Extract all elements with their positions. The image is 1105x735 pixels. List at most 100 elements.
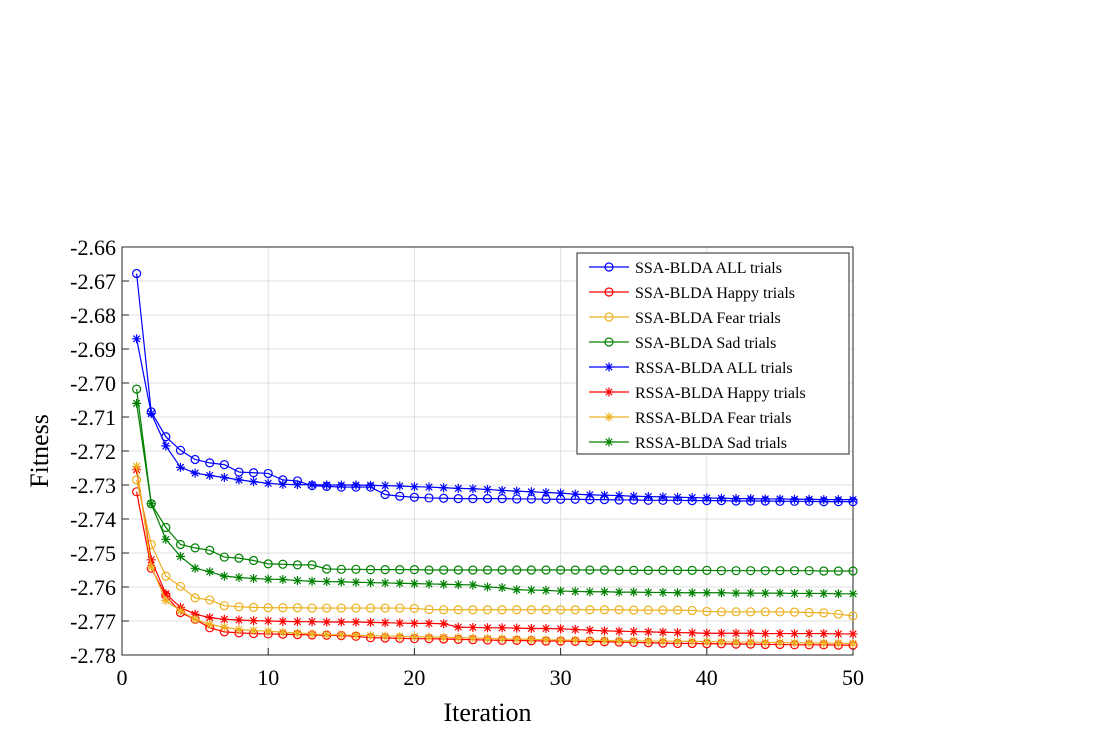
data-point	[468, 622, 478, 632]
data-point	[819, 495, 829, 505]
data-point	[746, 607, 756, 617]
data-point	[526, 605, 536, 615]
x-tick-label: 20	[403, 665, 425, 690]
data-point	[248, 468, 259, 478]
series-6	[132, 465, 858, 639]
data-point	[292, 480, 302, 490]
data-point	[351, 617, 361, 627]
data-point	[819, 566, 829, 576]
data-point	[453, 622, 463, 632]
data-point	[161, 589, 171, 599]
data-point	[307, 603, 317, 613]
data-point	[687, 605, 697, 616]
data-point	[395, 491, 405, 501]
data-point	[190, 593, 200, 603]
data-point	[643, 565, 653, 575]
data-point	[833, 589, 843, 599]
data-point	[278, 479, 288, 489]
data-point	[541, 635, 551, 645]
data-point	[702, 565, 712, 575]
data-point	[746, 588, 756, 598]
y-tick-label: -2.77	[70, 609, 116, 634]
y-tick-label: -2.74	[70, 507, 116, 532]
data-point	[789, 566, 800, 576]
data-point	[497, 565, 507, 575]
data-point	[205, 595, 215, 605]
data-point	[848, 495, 858, 505]
data-point	[599, 490, 609, 500]
y-tick-label: -2.73	[70, 473, 116, 498]
data-point	[205, 458, 215, 468]
x-tick-label: 50	[842, 665, 864, 690]
data-point	[278, 627, 288, 637]
data-point	[205, 619, 215, 629]
data-point	[804, 588, 814, 598]
data-point	[161, 534, 171, 544]
series-line	[136, 389, 853, 572]
data-point	[307, 629, 317, 639]
data-point	[673, 492, 683, 502]
data-point	[775, 588, 785, 598]
y-tick-label: -2.67	[70, 269, 116, 294]
data-point	[132, 475, 142, 485]
data-point	[219, 614, 229, 624]
data-point	[673, 636, 683, 646]
data-point	[687, 493, 697, 503]
data-point	[248, 602, 259, 613]
data-point	[483, 484, 492, 494]
x-tick-label: 30	[550, 665, 572, 690]
data-point	[570, 586, 580, 596]
data-point	[512, 605, 522, 615]
data-point	[424, 604, 434, 615]
data-point	[278, 616, 288, 626]
series-2	[132, 487, 858, 650]
data-point	[819, 638, 829, 648]
data-point	[585, 605, 595, 615]
legend-label: RSSA-BLDA ALL trials	[635, 360, 793, 377]
data-point	[819, 629, 829, 639]
data-point	[263, 603, 273, 613]
data-point	[599, 626, 609, 636]
y-tick-label: -2.72	[70, 439, 116, 464]
data-point	[731, 588, 741, 598]
data-point	[292, 603, 303, 613]
data-point	[819, 608, 829, 618]
data-point	[702, 493, 712, 503]
data-point	[132, 461, 142, 471]
y-tick-label: -2.68	[70, 303, 116, 328]
y-tick-label: -2.75	[70, 541, 116, 566]
legend-entry: RSSA-BLDA Fear trials	[589, 410, 791, 427]
data-point	[322, 603, 332, 613]
data-point	[292, 628, 302, 638]
data-point	[497, 634, 507, 644]
data-point	[483, 623, 492, 633]
x-tick-label: 40	[696, 665, 718, 690]
data-point	[731, 566, 741, 576]
data-point	[629, 565, 639, 575]
series-group	[132, 268, 858, 650]
legend-label: SSA-BLDA Sad trials	[635, 335, 776, 352]
data-point	[424, 493, 434, 503]
data-point	[351, 564, 361, 574]
data-point	[395, 481, 405, 491]
data-point	[497, 583, 507, 593]
data-point	[702, 637, 712, 647]
data-point	[833, 566, 843, 576]
data-point	[848, 566, 858, 576]
data-point	[439, 605, 449, 615]
data-point	[585, 490, 595, 500]
data-point	[249, 477, 259, 487]
data-point	[687, 636, 697, 646]
data-point	[190, 614, 200, 624]
data-point	[322, 617, 332, 627]
series-5	[132, 334, 858, 505]
data-point	[483, 633, 492, 643]
x-axis-title: Iteration	[443, 698, 531, 727]
data-point	[365, 565, 376, 575]
data-point	[702, 628, 712, 638]
data-point	[497, 623, 507, 633]
data-point	[760, 566, 770, 576]
y-tick-label: -2.66	[70, 235, 116, 260]
data-point	[746, 628, 756, 638]
data-point	[804, 566, 814, 576]
